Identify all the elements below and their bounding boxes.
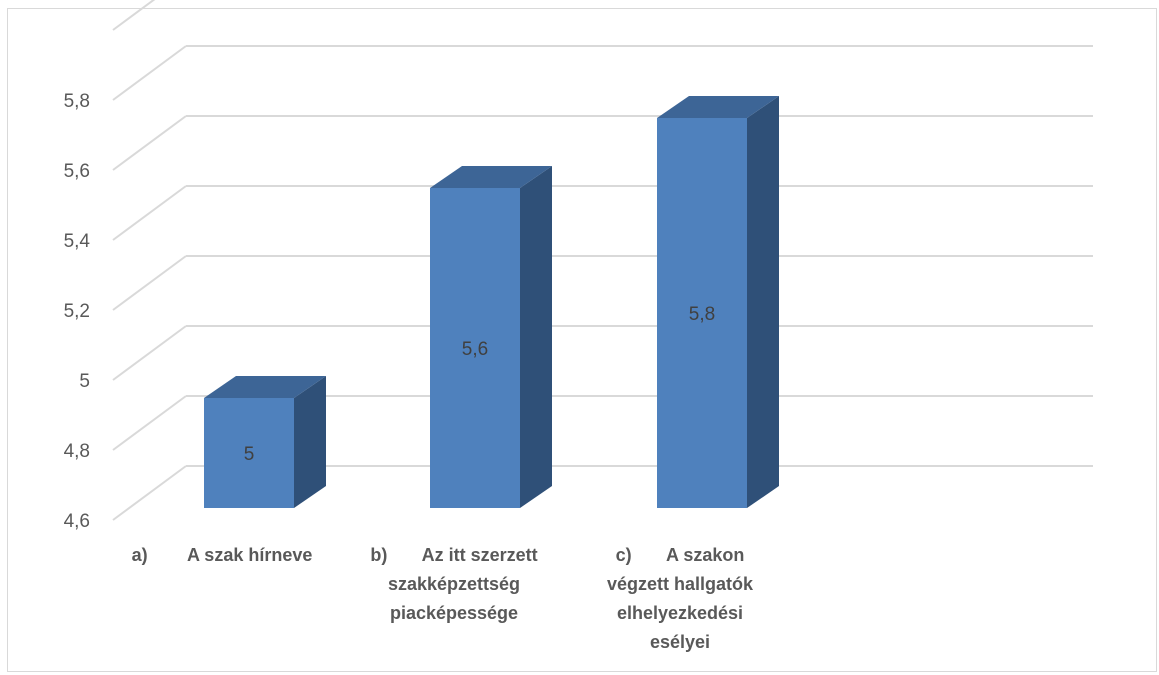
gridline-diagonal xyxy=(112,0,156,31)
chart-frame xyxy=(7,8,1157,672)
y-tick-label: 5 xyxy=(79,371,90,392)
bar-side xyxy=(747,96,779,508)
gridline-diagonal xyxy=(112,115,187,171)
y-tick-label: 4,8 xyxy=(64,441,90,462)
gridline-diagonal xyxy=(112,255,187,311)
bar-top xyxy=(430,166,552,188)
gridline-diagonal xyxy=(112,45,187,101)
bar-front xyxy=(204,398,294,508)
y-tick-label: 5,4 xyxy=(64,231,91,252)
y-tick-label: 5,8 xyxy=(64,91,90,112)
y-axis-ticks: 4,6 4,8 5 5,2 5,4 5,6 5,8 xyxy=(64,91,91,532)
category-label: b) Az itt szerzett szakképzettség piacké… xyxy=(370,545,538,623)
data-label: 5 xyxy=(244,444,255,465)
data-labels: 5 5,6 5,8 xyxy=(244,304,716,465)
gridline-diagonal xyxy=(112,465,187,521)
gridlines xyxy=(112,0,1093,521)
category-label: c) A szakon végzett hallgatók elhelyezke… xyxy=(606,545,754,652)
gridline-diagonal xyxy=(112,325,187,381)
gridline-diagonal xyxy=(112,185,187,241)
data-label: 5,6 xyxy=(462,339,488,360)
bar-side xyxy=(294,376,326,508)
y-tick-label: 5,2 xyxy=(64,301,90,322)
gridline-diagonal xyxy=(112,395,187,451)
bar-top xyxy=(657,96,779,118)
bars xyxy=(204,96,779,508)
bar-front xyxy=(657,118,747,508)
y-tick-label: 5,6 xyxy=(64,161,90,182)
bar-top xyxy=(204,376,326,398)
data-label: 5,8 xyxy=(689,304,715,325)
y-tick-label: 4,6 xyxy=(64,511,90,532)
bar-front xyxy=(430,188,520,508)
bar-side xyxy=(520,166,552,508)
category-label: a) A szak hírneve xyxy=(131,545,313,565)
